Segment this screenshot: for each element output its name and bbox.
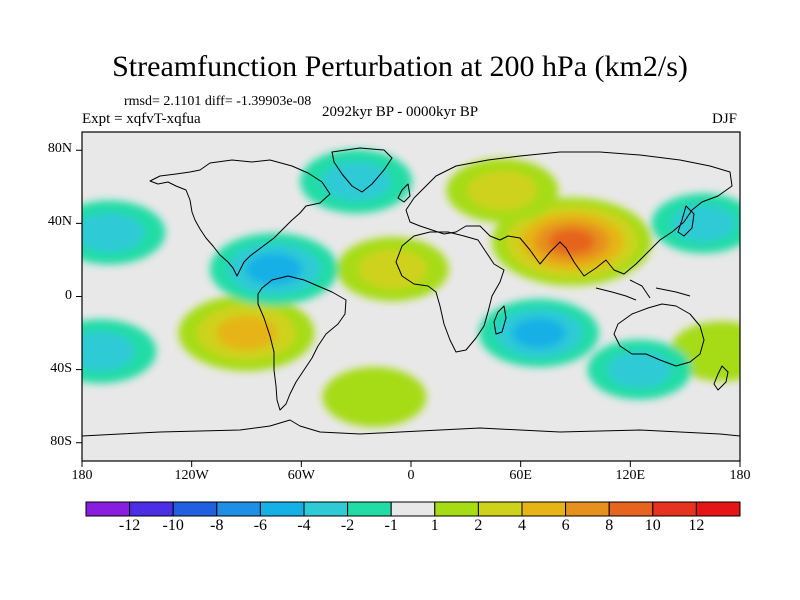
anomaly-negative-9 bbox=[300, 149, 413, 214]
anomaly-positive-3 bbox=[178, 295, 315, 372]
colorbar-label-8: 2 bbox=[474, 517, 483, 534]
coastline-new-zealand bbox=[713, 365, 729, 391]
coastline-madagascar bbox=[493, 305, 507, 335]
colorbar-label-11: 8 bbox=[605, 517, 614, 534]
colorbar-label-9: 4 bbox=[518, 517, 526, 534]
tick-marks bbox=[76, 149, 741, 467]
coastline-australia bbox=[613, 303, 705, 367]
colorbar-label-7: 1 bbox=[430, 517, 439, 534]
colorbar-label-12: 10 bbox=[644, 517, 661, 534]
colorbar-swatch-2 bbox=[172, 501, 218, 517]
chart-title: Streamfunction Perturbation at 200 hPa (… bbox=[112, 50, 688, 83]
colorbar-label-4: -4 bbox=[297, 517, 311, 534]
colorbar-swatch-8 bbox=[434, 501, 479, 517]
lat-label-3: 40S bbox=[50, 360, 72, 376]
coastline-layer bbox=[82, 147, 740, 437]
colorbar-swatch-4 bbox=[259, 501, 305, 517]
colorbar-swatch-3 bbox=[216, 501, 261, 517]
anomaly-negative-6 bbox=[209, 233, 338, 306]
coastline-indonesia bbox=[595, 279, 691, 301]
coastline-uk bbox=[397, 183, 411, 203]
anomaly-positive-1 bbox=[446, 158, 559, 223]
lon-label-5: 120E bbox=[615, 468, 646, 483]
colorbar-label-6: -1 bbox=[384, 517, 398, 534]
colorbar-label-10: 6 bbox=[561, 517, 570, 534]
colorbar-label-0: -12 bbox=[118, 517, 141, 534]
coastline-japan bbox=[677, 205, 695, 237]
colorbar-label-5: -2 bbox=[340, 517, 355, 534]
season-label: DJF bbox=[712, 111, 738, 127]
lon-label-1: 120W bbox=[174, 468, 209, 483]
colorbar-swatch-11 bbox=[565, 501, 610, 517]
experiment-label: Expt = xqfvT-xqfua bbox=[82, 111, 201, 127]
anomaly-negative-12 bbox=[587, 339, 692, 400]
coastline-antarctica bbox=[82, 419, 740, 437]
colorbar-swatch-13 bbox=[652, 501, 697, 517]
colorbar-swatch-9 bbox=[477, 501, 523, 517]
lon-label-2: 60W bbox=[287, 468, 315, 483]
colorbar-label-2: -8 bbox=[210, 517, 224, 534]
coastline-south-america bbox=[257, 275, 347, 411]
lat-label-1: 40N bbox=[47, 214, 72, 230]
coastline-eurasia bbox=[405, 151, 733, 277]
colorbar-swatch-12 bbox=[608, 501, 654, 517]
period-label: 2092kyr BP - 0000kyr BP bbox=[322, 104, 479, 120]
colorbar-swatch-10 bbox=[521, 501, 567, 517]
lon-label-4: 60E bbox=[509, 468, 532, 483]
colorbar-swatch-14 bbox=[695, 501, 741, 517]
anomaly-positive-4 bbox=[322, 367, 427, 428]
lon-label-3: 0 bbox=[407, 468, 415, 483]
anomaly-negative-8 bbox=[82, 200, 166, 265]
coastline-africa bbox=[395, 231, 505, 353]
colorbar bbox=[85, 501, 741, 517]
lat-label-4: 80S bbox=[50, 433, 72, 449]
colorbar-swatch-7 bbox=[390, 501, 436, 517]
lat-label-2: 0 bbox=[65, 287, 72, 303]
colorbar-swatch-5 bbox=[303, 501, 349, 517]
colorbar-swatch-1 bbox=[129, 501, 174, 517]
coastline-north-america bbox=[149, 159, 331, 277]
anomaly-layer bbox=[82, 149, 740, 428]
lon-label-6: 180 bbox=[729, 468, 751, 483]
lat-label-0: 80N bbox=[47, 141, 72, 157]
lon-label-0: 180 bbox=[71, 468, 93, 483]
coastline-greenland bbox=[331, 147, 393, 193]
anomaly-positive-0 bbox=[491, 197, 652, 286]
colorbar-swatch-0 bbox=[85, 501, 131, 517]
colorbar-swatch-6 bbox=[347, 501, 392, 517]
colorbar-label-1: -10 bbox=[162, 517, 184, 534]
colorbar-label-3: -6 bbox=[253, 517, 268, 534]
colorbar-label-13: 12 bbox=[688, 517, 705, 534]
anomaly-positive-2 bbox=[336, 237, 449, 302]
anomaly-negative-11 bbox=[82, 319, 157, 384]
stats-text: rmsd= 2.1101 diff= -1.39903e-08 bbox=[124, 94, 312, 109]
anomaly-negative-7 bbox=[478, 299, 599, 368]
